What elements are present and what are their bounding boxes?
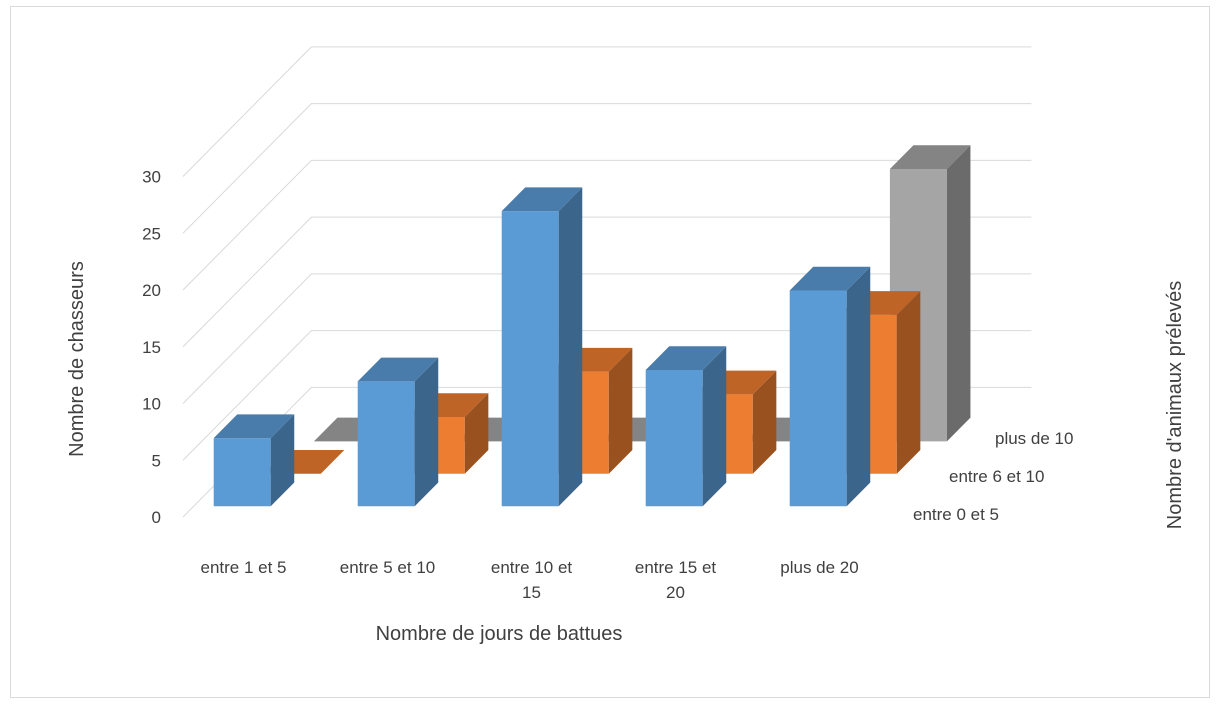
bar	[213, 414, 295, 507]
bar-front	[213, 438, 271, 507]
y-tick-label: 30	[142, 168, 161, 187]
x-tick-line: entre 15 et	[635, 558, 717, 577]
x-tick-line: entre 5 et 10	[340, 558, 435, 577]
gridline	[182, 159, 1032, 291]
gridline	[182, 46, 1032, 177]
bar-side	[752, 370, 777, 474]
bar	[645, 346, 727, 507]
bar-front	[501, 211, 559, 507]
bar-side	[896, 291, 921, 474]
y-axis-title: Nombre de chasseurs	[66, 261, 88, 457]
chart-frame: 0 5 10 15 20 25 30 entre 1 et 5 entre 5 et 10 ent…	[10, 6, 1210, 698]
gridline	[182, 216, 1032, 348]
y-tick-label: 25	[142, 224, 161, 243]
bar	[789, 266, 871, 507]
bar	[357, 357, 439, 507]
bar	[501, 187, 583, 507]
gridline	[182, 103, 1032, 234]
series-label: entre 0 et 5	[913, 505, 999, 524]
gridline	[182, 273, 1032, 404]
bar-side	[702, 346, 727, 507]
chart-svg: 0 5 10 15 20 25 30 entre 1 et 5 entre 5 et 10 ent…	[66, 46, 1186, 645]
bar-top	[213, 414, 295, 439]
y-tick-label: 10	[142, 395, 161, 414]
bar-side	[270, 414, 295, 507]
y-tick-label: 15	[142, 338, 161, 357]
bars	[213, 145, 971, 507]
y-tick-label: 5	[152, 451, 161, 470]
y-tick-label: 0	[152, 508, 161, 527]
bar-top	[645, 346, 727, 370]
bar-top	[501, 187, 583, 212]
x-tick-line: 15	[522, 583, 541, 602]
x-tick-label: entre 15 et 20	[635, 558, 717, 602]
bar-side	[946, 145, 971, 442]
bar-side	[608, 347, 633, 474]
depth-axis-title: Nombre d'animaux prélevés	[1164, 281, 1186, 529]
bar-top	[889, 145, 971, 169]
x-axis-title: Nombre de jours de battues	[376, 623, 623, 645]
bar-front	[645, 370, 703, 507]
x-tick-label: plus de 20	[780, 558, 858, 577]
x-tick-line: entre 1 et 5	[200, 558, 286, 577]
bar-top	[789, 266, 871, 291]
x-tick-label: entre 5 et 10	[340, 558, 435, 577]
x-tick-label: entre 1 et 5	[200, 558, 286, 577]
bar-front	[789, 290, 847, 507]
bar-side	[464, 393, 489, 474]
series-label: entre 6 et 10	[949, 467, 1044, 486]
x-tick-line: entre 10 et	[491, 558, 573, 577]
x-tick-line: plus de 20	[780, 558, 858, 577]
series-label: plus de 10	[995, 429, 1073, 448]
bar-front	[357, 381, 415, 507]
gridlines	[182, 46, 1032, 518]
bar-top	[357, 357, 439, 382]
x-tick-line: 20	[666, 583, 685, 602]
x-tick-label: entre 10 et 15	[491, 558, 573, 602]
bar-side	[414, 357, 439, 507]
bar-side	[846, 266, 871, 507]
y-tick-label: 20	[142, 281, 161, 300]
bar-side	[558, 187, 583, 507]
